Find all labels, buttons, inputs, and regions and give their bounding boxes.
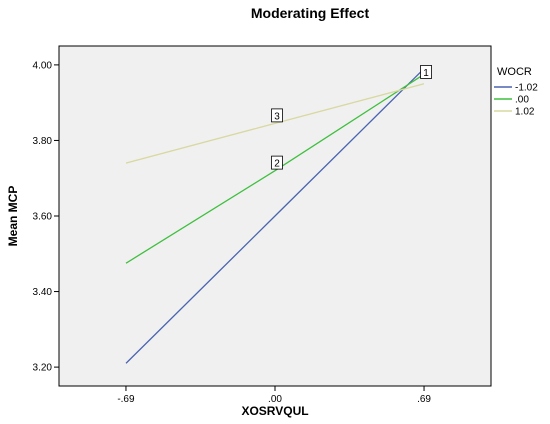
- y-tick-label: 3.40: [33, 287, 53, 298]
- x-tick-label: -.69: [117, 394, 135, 405]
- series-lines: [125, 68, 425, 364]
- y-tick-label: 3.20: [33, 363, 53, 374]
- annotation-box: [420, 65, 432, 79]
- annotation-box: [271, 108, 283, 123]
- x-tick-label: .00: [268, 394, 282, 405]
- legend-title: WOCR: [497, 66, 532, 78]
- chart-title: Moderating Effect: [251, 5, 370, 21]
- legend-entry-label: 1.02: [515, 107, 535, 118]
- y-axis: 3.20 3.40 3.60 3.80 4.00: [33, 60, 59, 374]
- y-axis-label: Mean MCP: [6, 186, 20, 247]
- x-axis-label: XOSRVQUL: [241, 404, 308, 418]
- legend: WOCR -1.02.001.02: [494, 66, 538, 118]
- annotation-box: [271, 155, 283, 170]
- y-tick-label: 3.60: [33, 212, 53, 223]
- legend-entry-label: .00: [515, 95, 529, 106]
- x-tick-label: .69: [417, 394, 431, 405]
- series-line-1: [125, 68, 425, 364]
- legend-entry-label: -1.02: [515, 83, 538, 94]
- series-line-2: [125, 73, 425, 264]
- x-axis: -.69 .00 .69: [117, 386, 431, 405]
- annotation-label: 1: [423, 68, 429, 79]
- annotation-label: 2: [274, 159, 280, 170]
- series-line-3: [125, 83, 425, 164]
- annotation-label: 3: [274, 111, 280, 122]
- y-tick-label: 4.00: [33, 60, 53, 71]
- y-tick-label: 3.80: [33, 136, 53, 147]
- annotations: 1 2 3: [271, 65, 432, 170]
